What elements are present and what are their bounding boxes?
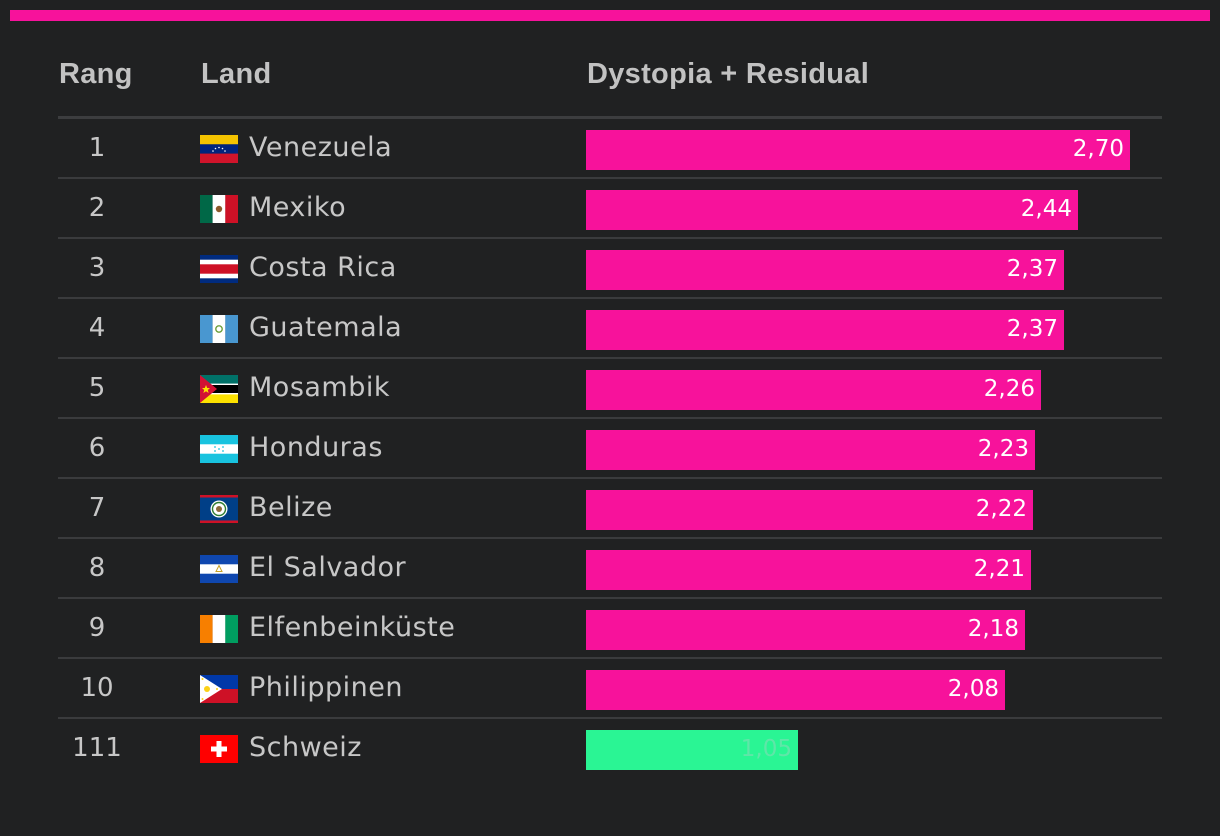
ivory-coast-flag [200,615,238,643]
table-row: 111 Schweiz 1,05 [0,719,1220,779]
country-label: Venezuela [249,132,393,163]
table-row: 4 Guatemala 2,37 [0,299,1220,359]
value-bar: 2,18 [586,610,1025,650]
venezuela-flag [200,135,238,163]
philippines-flag [200,675,238,703]
table-row: 8 El Salvador 2,21 [0,539,1220,599]
value-bar: 2,23 [586,430,1035,470]
table-row: 2 Mexiko 2,44 [0,179,1220,239]
table-row: 3 Costa Rica 2,37 [0,239,1220,299]
table-row: 5 Mosambik 2,26 [0,359,1220,419]
row-divider [58,717,1162,719]
rank-label: 10 [80,673,114,703]
rank-label: 1 [88,133,106,163]
header-rank: Rang [59,58,133,90]
value-bar: 2,70 [586,130,1130,170]
header-value: Dystopia + Residual [587,58,870,90]
value-bar: 2,08 [586,670,1005,710]
country-label: Belize [249,492,333,523]
rank-label: 5 [88,373,106,403]
value-label: 2,08 [947,676,999,702]
country-label: Mosambik [249,372,391,403]
row-divider [58,477,1162,479]
rank-label: 111 [72,733,122,763]
table-row: 10 Philippinen 2,08 [0,659,1220,719]
value-bar: 2,26 [586,370,1041,410]
accent-top-bar [10,10,1210,21]
value-label: 2,22 [975,496,1027,522]
value-label: 2,70 [1072,136,1124,162]
row-divider [58,417,1162,419]
header-divider [58,116,1162,119]
mexico-flag [200,195,238,223]
country-label: Mexiko [249,192,347,223]
country-label: Elfenbeinküste [249,612,456,643]
row-divider [58,597,1162,599]
value-label: 2,44 [1020,196,1072,222]
highlight-bar: 1,05 [586,730,798,770]
value-bar: 2,21 [586,550,1031,590]
costa-rica-flag [200,255,238,283]
el-salvador-flag [200,555,238,583]
value-bar: 2,37 [586,250,1064,290]
switzerland-flag [200,735,238,763]
value-label: 2,37 [1006,316,1058,342]
rank-label: 8 [88,553,106,583]
row-divider [58,357,1162,359]
row-divider [58,237,1162,239]
rank-label: 9 [88,613,106,643]
value-label: 2,26 [983,376,1035,402]
value-bar: 2,44 [586,190,1078,230]
country-label: Schweiz [249,732,362,763]
country-label: Costa Rica [249,252,397,283]
row-divider [58,537,1162,539]
country-label: Honduras [249,432,383,463]
row-divider [58,657,1162,659]
row-divider [58,297,1162,299]
value-bar: 2,22 [586,490,1033,530]
table-row: 1 Venezuela 2,70 [0,119,1220,179]
rank-label: 6 [88,433,106,463]
belize-flag [200,495,238,523]
table-row: 7 Belize 2,22 [0,479,1220,539]
value-label: 2,23 [977,436,1029,462]
rank-label: 4 [88,313,106,343]
table-row: 6 Honduras 2,23 [0,419,1220,479]
value-bar: 2,37 [586,310,1064,350]
rank-label: 7 [88,493,106,523]
table-header: Rang Land Dystopia + Residual [0,58,1220,102]
mozambique-flag [200,375,238,403]
value-label: 1,05 [740,736,792,762]
table-row: 9 Elfenbeinküste 2,18 [0,599,1220,659]
country-label: Philippinen [249,672,404,703]
header-country: Land [201,58,272,90]
honduras-flag [200,435,238,463]
rank-label: 3 [88,253,106,283]
value-label: 2,21 [973,556,1025,582]
value-label: 2,18 [967,616,1019,642]
country-label: Guatemala [249,312,403,343]
rank-label: 2 [88,193,106,223]
country-label: El Salvador [249,552,407,583]
value-label: 2,37 [1006,256,1058,282]
row-divider [58,177,1162,179]
guatemala-flag [200,315,238,343]
